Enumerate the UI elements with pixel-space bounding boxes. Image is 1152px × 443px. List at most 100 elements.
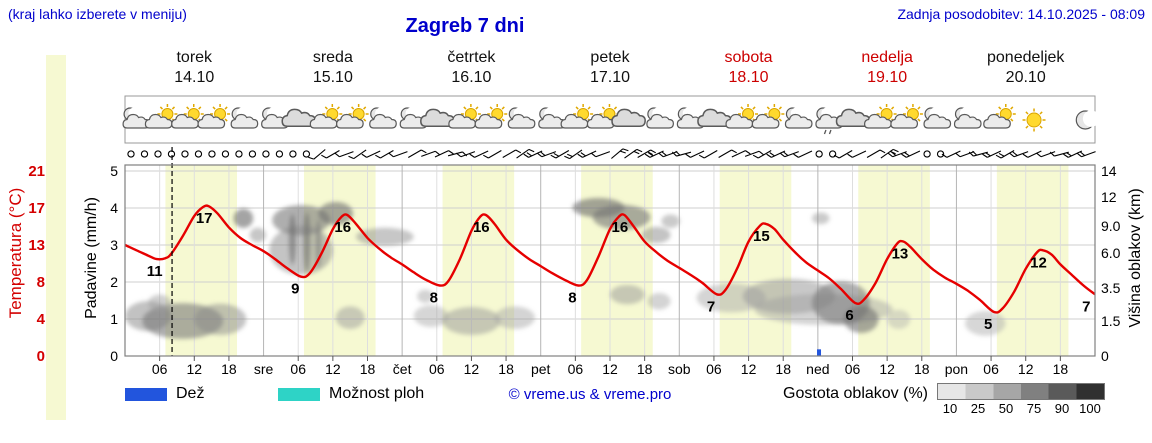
wind-barb-icon <box>731 150 751 158</box>
svg-text:9.0: 9.0 <box>1101 218 1121 234</box>
wind-barb-icon <box>671 150 692 157</box>
svg-text:3.5: 3.5 <box>1101 280 1121 296</box>
weather-icon-mc <box>784 107 813 129</box>
density-tick: 10 <box>942 401 958 416</box>
wind-barb-icon <box>752 150 772 159</box>
wind-calm-icon <box>181 150 189 158</box>
cloud-axis-ticks: 14 12 9.0 6.0 3.5 1.5 0 <box>1101 163 1121 364</box>
svg-text:13: 13 <box>892 245 909 262</box>
weather-icon-mc <box>230 107 259 129</box>
weather-icon-mc <box>369 107 397 129</box>
day-header: sobota 18.10 <box>679 48 819 88</box>
wind-calm-icon <box>127 150 135 158</box>
svg-text:06: 06 <box>152 361 168 377</box>
last-update: Zadnja posodobitev: 14.10.2025 - 08:09 <box>897 6 1145 22</box>
wind-barb-icon <box>334 151 354 158</box>
wind-barb-icon <box>455 151 476 158</box>
wind-barb-icon <box>1022 150 1042 158</box>
wind-barb-icon <box>577 150 597 158</box>
wind-barb-icon <box>536 151 557 158</box>
cloud-height-axis-label: Višina oblakov (km) <box>1127 188 1144 328</box>
temperature-curve <box>125 204 1095 314</box>
day-date: 16.10 <box>451 69 492 86</box>
svg-text:18: 18 <box>360 361 376 377</box>
wind-barb-icon <box>550 150 570 159</box>
wind-calm-icon <box>262 150 270 158</box>
svg-text:21: 21 <box>28 163 45 180</box>
wind-barb-icon <box>1036 151 1056 158</box>
wind-calm-icon <box>221 150 230 158</box>
svg-text:12: 12 <box>1101 189 1117 205</box>
svg-text:18: 18 <box>1053 361 1069 377</box>
cloud-layer <box>125 197 1006 339</box>
svg-text:18: 18 <box>914 361 930 377</box>
svg-text:16: 16 <box>473 219 490 236</box>
svg-text:4: 4 <box>37 311 46 328</box>
cloud-density-label: Gostota oblakov (%) <box>783 385 928 402</box>
wind-barb-icon <box>408 149 427 158</box>
svg-text:7: 7 <box>707 298 715 315</box>
wind-calm-icon <box>828 150 837 158</box>
svg-text:8: 8 <box>430 290 438 307</box>
svg-text:0: 0 <box>37 348 45 365</box>
svg-text:5: 5 <box>110 163 118 179</box>
svg-text:12: 12 <box>879 361 895 377</box>
wind-barb-icon <box>434 150 454 158</box>
wind-barb-icon <box>887 151 907 158</box>
cloud-density-ticks: 10 25 50 75 90 100 <box>936 401 1104 416</box>
svg-text:06: 06 <box>429 361 445 377</box>
svg-text:12: 12 <box>741 361 757 377</box>
wind-barb-icon <box>847 150 867 158</box>
wind-barb-icon <box>955 151 975 158</box>
svg-text:pon: pon <box>945 361 968 377</box>
wind-barb-icon <box>658 151 678 158</box>
wind-barb-icon <box>483 150 502 159</box>
weather-icons-row <box>122 104 1100 135</box>
wind-barb-icon <box>766 150 786 158</box>
svg-text:06: 06 <box>568 361 584 377</box>
copyright-link[interactable]: © vreme.us & vreme.pro <box>508 386 672 403</box>
weather-icon-mc <box>261 107 289 129</box>
wind-calm-icon <box>167 150 176 158</box>
svg-text:15: 15 <box>753 228 770 245</box>
wind-barb-icon <box>611 148 629 159</box>
day-name: sreda <box>312 49 353 66</box>
svg-text:13: 13 <box>28 237 45 254</box>
svg-text:14: 14 <box>1101 163 1117 179</box>
precip-bars <box>817 349 822 356</box>
svg-text:12: 12 <box>1030 254 1047 271</box>
weather-icon-sc <box>863 104 897 129</box>
weather-icon-m <box>1075 110 1100 130</box>
wind-barb-icon <box>1063 150 1083 158</box>
day-name: petek <box>590 49 630 66</box>
weather-icon-sc <box>474 104 508 129</box>
wind-calm-icon <box>289 150 297 158</box>
day-date: 15.10 <box>312 69 353 86</box>
density-tick: 90 <box>1054 401 1070 416</box>
cloud-density-scale <box>937 383 1105 400</box>
density-tick: 100 <box>1079 401 1101 416</box>
svg-text:sre: sre <box>254 361 274 377</box>
day-header: sreda 15.10 <box>263 48 403 88</box>
rain-legend-swatch <box>125 388 167 401</box>
wind-barb-icon <box>1076 151 1096 158</box>
day-name: četrtek <box>447 49 496 66</box>
svg-text:ned: ned <box>806 361 829 377</box>
svg-text:sob: sob <box>668 361 691 377</box>
wind-calm-icon <box>302 150 311 158</box>
wind-barb-icon <box>982 150 1002 158</box>
svg-text:17: 17 <box>28 200 45 217</box>
wind-barb-icon <box>321 150 340 159</box>
wind-barb-icon <box>469 150 489 158</box>
svg-text:0: 0 <box>1101 348 1109 364</box>
svg-text:2: 2 <box>110 274 118 290</box>
wind-calm-icon <box>815 150 823 158</box>
day-date: 18.10 <box>728 69 769 86</box>
weather-icon-mc <box>646 107 674 129</box>
weather-icon-c <box>611 108 646 127</box>
svg-text:18: 18 <box>221 361 237 377</box>
svg-text:18: 18 <box>775 361 791 377</box>
wind-barb-icon <box>308 149 326 160</box>
left-day-strip <box>46 55 66 420</box>
